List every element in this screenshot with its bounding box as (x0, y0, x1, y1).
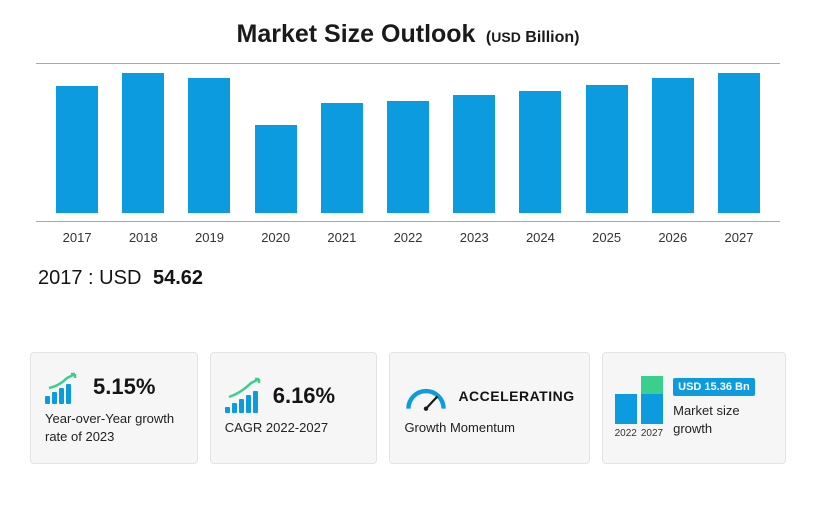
growth-badge: USD 15.36 Bn (673, 378, 755, 396)
x-axis-label: 2017 (44, 230, 110, 245)
x-axis-label: 2024 (507, 230, 573, 245)
x-axis-label: 2027 (706, 230, 772, 245)
title-paren: (USD Billion) (486, 29, 580, 46)
x-axis-label: 2022 (375, 230, 441, 245)
x-axis-label: 2023 (441, 230, 507, 245)
highlight-currency: USD (99, 267, 141, 289)
card-cagr: 6.16% CAGR 2022-2027 (210, 352, 378, 464)
mini-chart-year2: 2027 (641, 428, 663, 439)
growth-label: Market size growth (673, 402, 773, 437)
x-axis-label: 2021 (309, 230, 375, 245)
bar (56, 86, 98, 213)
x-axis-label: 2025 (574, 230, 640, 245)
card-yoy: 5.15% Year-over-Year growth rate of 2023 (30, 352, 198, 464)
x-axis-label: 2019 (176, 230, 242, 245)
bar (586, 85, 628, 213)
bar-column (243, 125, 309, 213)
bar-column (507, 91, 573, 213)
bar-column (44, 86, 110, 213)
bar-column (706, 73, 772, 213)
bar (321, 103, 363, 213)
x-axis-label: 2026 (640, 230, 706, 245)
card-market-growth: 2022 2027 USD 15.36 Bn Market size growt… (602, 352, 786, 464)
yoy-value: 5.15% (93, 374, 155, 400)
bar-column (574, 85, 640, 213)
bar (519, 91, 561, 213)
mini-chart-year1: 2022 (615, 428, 637, 439)
bar-column (375, 101, 441, 213)
bar (453, 95, 495, 213)
yoy-label: Year-over-Year growth rate of 2023 (45, 410, 183, 445)
chart-title: Market Size Outlook (USD Billion) (30, 20, 786, 49)
kpi-cards-row: 5.15% Year-over-Year growth rate of 2023… (30, 352, 786, 464)
bar (387, 101, 429, 213)
mini-comparison-chart: 2022 2027 (615, 373, 664, 443)
highlight-value: 54.62 (153, 267, 203, 289)
x-axis-label: 2018 (110, 230, 176, 245)
bar (122, 73, 164, 213)
market-size-bar-chart (36, 63, 780, 213)
bar-growth-icon (225, 379, 265, 413)
cagr-value: 6.16% (273, 383, 335, 409)
bar (718, 73, 760, 213)
bar (652, 78, 694, 213)
bar-growth-icon (45, 370, 85, 404)
bar-column (441, 95, 507, 213)
bar (188, 78, 230, 213)
bar (255, 125, 297, 213)
cagr-label: CAGR 2022-2027 (225, 419, 363, 437)
speedometer-icon (404, 379, 450, 413)
highlight-value-row: 2017 : USD 54.62 (38, 267, 786, 290)
momentum-label: Growth Momentum (404, 419, 574, 437)
card-momentum: ACCELERATING Growth Momentum (389, 352, 589, 464)
bar-column (309, 103, 375, 213)
bar-column (640, 78, 706, 213)
title-main: Market Size Outlook (237, 20, 476, 48)
bar-column (176, 78, 242, 213)
x-axis-label: 2020 (243, 230, 309, 245)
bar-column (110, 73, 176, 213)
highlight-year: 2017 (38, 267, 83, 289)
momentum-title: ACCELERATING (458, 388, 574, 404)
x-axis-labels: 2017201820192020202120222023202420252026… (36, 222, 780, 245)
